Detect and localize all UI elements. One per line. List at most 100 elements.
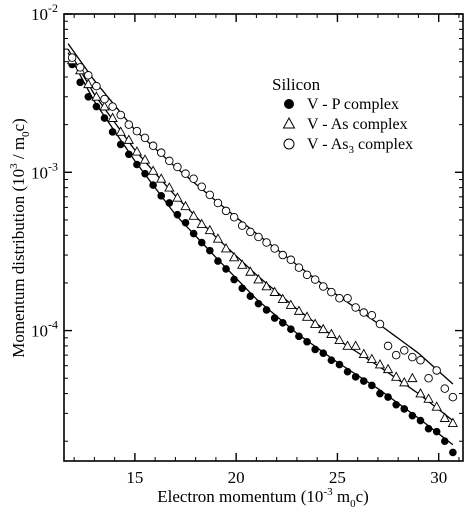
point-series-2 bbox=[431, 401, 442, 411]
point-series-2 bbox=[212, 233, 224, 243]
point-series-3 bbox=[156, 148, 166, 157]
point-series-1 bbox=[173, 210, 182, 219]
y-axis-label: Momentum distribution (103 / m0c) bbox=[8, 118, 32, 358]
point-series-2 bbox=[253, 274, 264, 284]
legend-marker-filled-circle bbox=[284, 99, 294, 109]
point-series-3 bbox=[351, 303, 360, 312]
point-series-2 bbox=[399, 376, 410, 387]
point-series-3 bbox=[278, 250, 287, 260]
point-series-2 bbox=[366, 353, 378, 363]
point-series-3 bbox=[173, 162, 182, 172]
point-series-1 bbox=[384, 393, 392, 401]
point-series-2 bbox=[204, 224, 215, 235]
point-series-1 bbox=[424, 424, 433, 433]
point-series-2 bbox=[318, 323, 329, 334]
point-series-3 bbox=[132, 126, 142, 136]
point-series-1 bbox=[149, 181, 157, 189]
point-series-1 bbox=[116, 140, 125, 149]
x-axis-ticks: 15 20 25 30 bbox=[73, 14, 460, 487]
point-series-2 bbox=[156, 173, 167, 183]
point-series-2 bbox=[220, 242, 232, 253]
point-series-2 bbox=[439, 412, 450, 422]
point-series-2 bbox=[350, 340, 361, 350]
point-series-1 bbox=[376, 389, 384, 398]
point-series-1 bbox=[440, 437, 449, 446]
point-series-2 bbox=[269, 286, 280, 296]
point-series-3 bbox=[359, 308, 369, 317]
point-series-3 bbox=[343, 294, 352, 303]
point-series-2 bbox=[415, 388, 426, 398]
point-series-3 bbox=[270, 244, 279, 253]
point-series-3 bbox=[124, 120, 134, 129]
point-series-2 bbox=[309, 318, 321, 328]
point-series-1 bbox=[206, 246, 214, 255]
plot-frame bbox=[63, 13, 464, 462]
point-series-3 bbox=[416, 355, 425, 365]
point-series-2 bbox=[293, 305, 305, 315]
x-tick-label: 30 bbox=[430, 468, 447, 487]
point-series-1 bbox=[416, 416, 425, 425]
point-series-1 bbox=[319, 349, 328, 357]
legend-marker-open-triangle bbox=[282, 116, 296, 129]
legend-label-series-1: V - P complex bbox=[307, 96, 399, 113]
legend-title: Silicon bbox=[272, 75, 321, 94]
point-series-2 bbox=[326, 328, 337, 338]
point-series-2 bbox=[391, 371, 402, 381]
data-points-group bbox=[66, 53, 459, 457]
point-series-2 bbox=[447, 417, 459, 428]
point-series-3 bbox=[408, 352, 417, 362]
point-series-2 bbox=[188, 210, 199, 220]
point-series-3 bbox=[400, 346, 409, 355]
point-series-2 bbox=[139, 154, 151, 164]
point-series-2 bbox=[164, 182, 175, 192]
point-series-3 bbox=[448, 392, 458, 402]
point-series-1 bbox=[311, 345, 319, 354]
point-series-1 bbox=[449, 448, 457, 457]
point-series-1 bbox=[238, 284, 247, 293]
point-series-1 bbox=[303, 337, 311, 346]
point-series-3 bbox=[383, 341, 393, 351]
point-series-2 bbox=[407, 372, 418, 383]
legend-marker-open-circle bbox=[283, 138, 295, 150]
point-series-1 bbox=[262, 306, 271, 314]
legend: Silicon V - P complex V - As complex V -… bbox=[272, 75, 413, 156]
point-series-3 bbox=[440, 384, 450, 393]
point-series-2 bbox=[245, 266, 256, 276]
fit-curve-series-3 bbox=[67, 43, 454, 385]
point-series-2 bbox=[115, 126, 126, 136]
point-series-3 bbox=[140, 133, 150, 143]
point-series-2 bbox=[261, 280, 272, 291]
point-series-1 bbox=[133, 160, 141, 169]
point-series-3 bbox=[286, 255, 296, 265]
point-series-3 bbox=[367, 310, 377, 320]
point-series-3 bbox=[375, 319, 385, 329]
point-series-2 bbox=[423, 393, 434, 403]
point-series-1 bbox=[287, 325, 295, 334]
point-series-3 bbox=[246, 227, 255, 237]
point-series-1 bbox=[278, 318, 287, 327]
point-series-2 bbox=[180, 200, 191, 211]
point-series-1 bbox=[359, 377, 368, 385]
point-series-1 bbox=[343, 367, 352, 376]
point-series-1 bbox=[246, 292, 255, 300]
point-series-3 bbox=[100, 94, 109, 104]
x-tick-label: 25 bbox=[329, 468, 346, 487]
point-series-2 bbox=[147, 165, 159, 175]
point-series-1 bbox=[108, 128, 117, 136]
point-series-1 bbox=[295, 332, 303, 341]
point-series-3 bbox=[262, 238, 271, 247]
y-axis-ticks: 10-2 10-3 10-4 bbox=[31, 1, 463, 442]
point-series-1 bbox=[165, 199, 174, 207]
point-series-3 bbox=[108, 102, 117, 111]
point-series-2 bbox=[285, 299, 297, 309]
point-series-2 bbox=[172, 192, 183, 202]
point-series-3 bbox=[335, 294, 344, 303]
y-tick-label: 10-3 bbox=[31, 159, 58, 182]
point-series-1 bbox=[230, 275, 238, 284]
point-series-3 bbox=[318, 282, 328, 291]
x-tick-label: 15 bbox=[126, 468, 143, 487]
point-series-1 bbox=[92, 102, 101, 111]
point-series-1 bbox=[189, 229, 198, 238]
point-series-3 bbox=[75, 63, 85, 72]
